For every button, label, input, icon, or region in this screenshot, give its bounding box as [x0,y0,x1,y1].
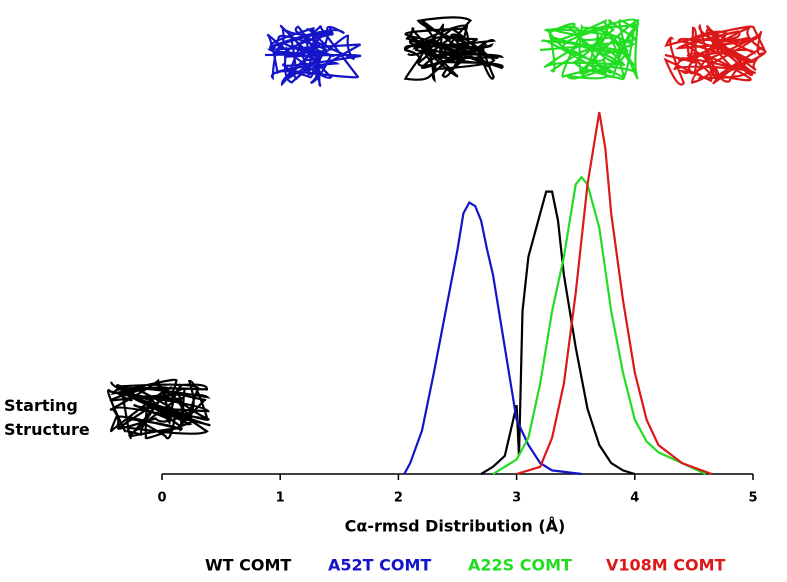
x-tick-label: 4 [630,491,639,506]
legend-entry: A52T COMT [328,556,431,575]
legend-entry: WT COMT [205,556,291,575]
x-tick-label: 0 [157,491,166,506]
x-tick-label: 2 [394,491,403,506]
protein-ribbon [264,24,365,87]
legend-entry: V108M COMT [606,556,726,575]
protein-ribbon [403,16,505,83]
protein-ribbon [663,23,767,86]
series-line [403,200,582,476]
series-line [516,111,712,476]
x-tick-label: 3 [512,491,521,506]
annotation: Starting Structure [4,396,90,439]
x-tick-label: 5 [748,491,757,506]
x-axis-label: Cα-rmsd Distribution (Å) [345,517,566,536]
protein-ribbon [539,18,640,81]
structure-images [107,16,767,440]
protein-ribbon [107,378,211,440]
series-line [480,190,636,476]
x-tick-label: 1 [276,491,285,506]
series-line [492,175,707,475]
legend-entry: A22S COMT [468,556,572,575]
